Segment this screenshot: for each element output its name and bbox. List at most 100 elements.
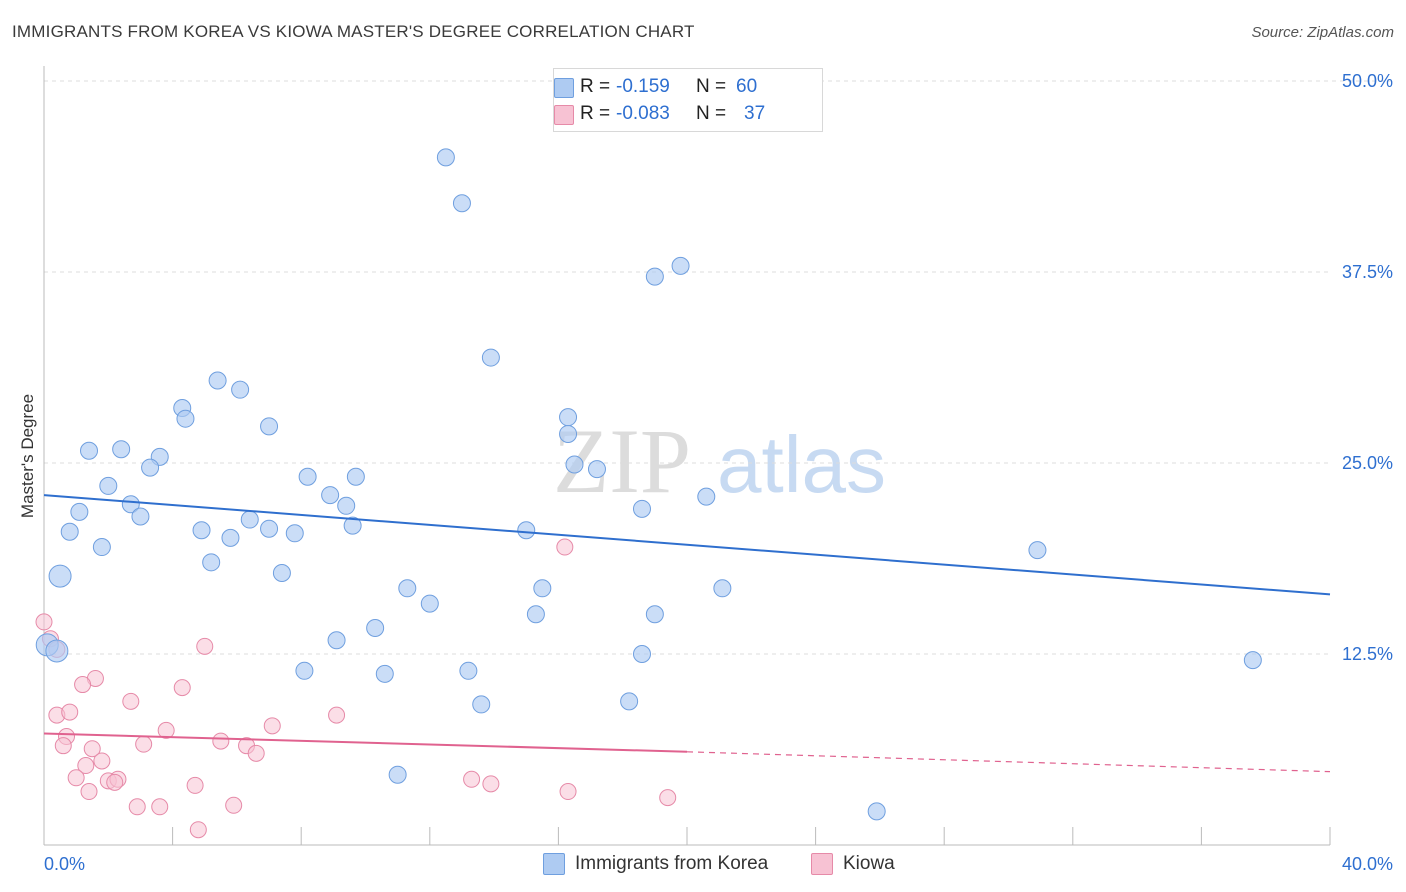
kiowa-trend-line: [43, 732, 688, 753]
korea-point: [713, 579, 732, 598]
kiowa-point: [74, 676, 92, 694]
legend-n-value: 60: [736, 76, 758, 97]
legend-r-label: R =: [580, 76, 611, 97]
legend-r-label: R =: [580, 103, 611, 124]
korea-point: [398, 579, 417, 598]
korea-point: [337, 496, 356, 515]
korea-point: [671, 256, 690, 275]
korea-point: [192, 521, 211, 540]
legend-r-value: -0.083: [616, 103, 670, 124]
kiowa-point: [93, 752, 111, 770]
series-swatch-kiowa: [811, 853, 833, 875]
korea-trend-line: [43, 494, 1331, 596]
x-tick-label: 0.0%: [44, 854, 85, 874]
korea-point: [240, 510, 259, 529]
series-legend: Immigrants from Korea Kiowa: [0, 852, 1406, 878]
kiowa-point: [67, 769, 85, 787]
legend-n-value: 37: [744, 103, 766, 124]
y-tick-label: 25.0%: [1342, 453, 1393, 473]
kiowa-point: [328, 706, 346, 724]
korea-point: [321, 486, 340, 505]
kiowa-point: [263, 717, 281, 735]
legend-n-label: N =: [696, 103, 727, 124]
korea-point: [121, 495, 140, 514]
korea-point: [327, 631, 346, 650]
kiowa-point: [463, 770, 481, 788]
correlation-legend: R = -0.159 N = 60 R = -0.083 N = 37: [553, 68, 823, 132]
kiowa-point: [35, 613, 53, 631]
korea-point: [645, 267, 664, 286]
series-legend-item-korea[interactable]: Immigrants from Korea: [543, 852, 768, 876]
korea-point: [388, 765, 407, 784]
korea-point: [559, 424, 578, 443]
korea-point: [587, 460, 606, 479]
korea-point: [452, 194, 471, 213]
kiowa-trend-extension: [686, 751, 1331, 773]
korea-point: [517, 521, 536, 540]
korea-point: [346, 467, 365, 486]
series-legend-label: Immigrants from Korea: [575, 853, 769, 874]
korea-point: [472, 695, 491, 714]
kiowa-point: [83, 740, 101, 758]
korea-point: [80, 441, 99, 460]
legend-row-kiowa: R = -0.083 N = 37: [554, 102, 766, 126]
korea-point: [260, 417, 279, 436]
korea-point: [141, 458, 160, 477]
legend-r-value: -0.159: [616, 76, 670, 97]
series-legend-label: Kiowa: [843, 853, 895, 874]
kiowa-point: [61, 703, 79, 721]
legend-swatch-kiowa: [554, 105, 574, 125]
korea-point: [436, 148, 455, 167]
series-legend-item-kiowa[interactable]: Kiowa: [811, 852, 895, 876]
series-swatch-korea: [543, 853, 565, 875]
kiowa-point: [247, 744, 265, 762]
korea-point: [48, 564, 72, 588]
korea-point: [221, 528, 240, 547]
korea-point: [92, 538, 111, 557]
y-tick-label: 50.0%: [1342, 71, 1393, 91]
korea-point: [559, 408, 578, 427]
source-label: Source: ZipAtlas.com: [1251, 24, 1394, 41]
kiowa-point: [77, 757, 95, 775]
watermark-atlas: atlas: [717, 420, 886, 509]
legend-row-korea: R = -0.159 N = 60: [554, 75, 758, 99]
kiowa-point: [559, 783, 577, 801]
kiowa-point: [157, 721, 175, 739]
kiowa-point: [556, 538, 574, 556]
korea-point: [343, 516, 362, 535]
kiowa-point: [106, 773, 124, 791]
korea-point: [260, 519, 279, 538]
kiowa-point: [151, 798, 169, 816]
korea-point: [867, 802, 886, 821]
korea-point: [1243, 651, 1262, 670]
kiowa-point: [482, 775, 500, 793]
kiowa-point: [225, 796, 243, 814]
kiowa-point: [54, 737, 72, 755]
korea-point: [99, 476, 118, 495]
korea-point: [70, 502, 89, 521]
korea-point: [620, 692, 639, 711]
korea-point: [366, 619, 385, 638]
korea-point: [697, 487, 716, 506]
korea-point: [272, 564, 291, 583]
kiowa-point: [135, 735, 153, 753]
kiowa-point: [212, 732, 230, 750]
korea-point: [45, 639, 69, 663]
korea-point: [131, 507, 150, 526]
kiowa-point: [186, 776, 204, 794]
korea-point: [298, 467, 317, 486]
korea-point: [112, 440, 131, 459]
chart-title: IMMIGRANTS FROM KOREA VS KIOWA MASTER'S …: [12, 22, 695, 41]
korea-point: [208, 371, 227, 390]
legend-n-label: N =: [696, 76, 727, 97]
kiowa-point: [659, 789, 677, 807]
legend-swatch-korea: [554, 78, 574, 98]
kiowa-point: [196, 637, 214, 655]
korea-point: [459, 661, 478, 680]
kiowa-point: [173, 679, 191, 697]
y-tick-label: 12.5%: [1342, 644, 1393, 664]
korea-point: [176, 409, 195, 428]
kiowa-point: [189, 821, 207, 839]
korea-point: [533, 579, 552, 598]
